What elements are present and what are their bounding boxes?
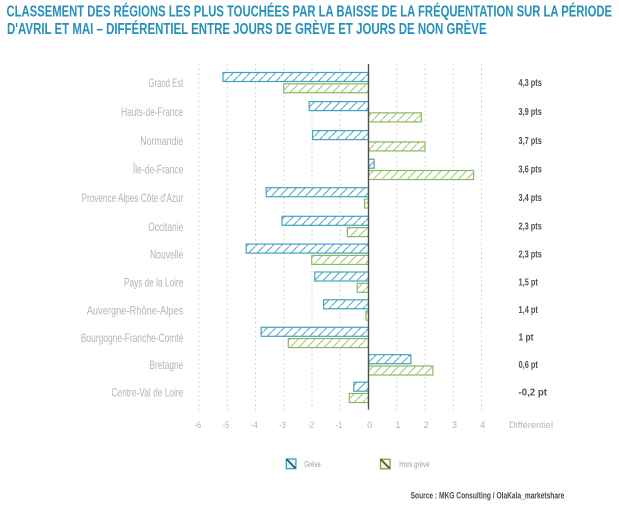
svg-text:Bourgogne-Franche-Comté: Bourgogne-Franche-Comté [81,331,184,345]
svg-text:D'AVRIL ET MAI – DIFFÉRENTIEL: D'AVRIL ET MAI – DIFFÉRENTIEL ENTRE JOUR… [7,21,487,38]
svg-text:1,5 pt: 1,5 pt [519,277,539,288]
svg-text:2,3 pts: 2,3 pts [519,222,543,233]
svg-text:3,6 pts: 3,6 pts [519,165,543,176]
svg-text:-3: -3 [279,420,286,430]
svg-text:0: 0 [367,420,372,430]
svg-text:Provence Alpes Côte d'Azur: Provence Alpes Côte d'Azur [82,191,184,205]
svg-text:Auvergne-Rhône-Alpes: Auvergne-Rhône-Alpes [87,303,184,317]
svg-text:Centre-Val de Loire: Centre-Val de Loire [111,386,183,400]
svg-text:-5: -5 [222,420,229,430]
svg-text:4: 4 [480,420,485,430]
svg-text:3,9 pts: 3,9 pts [519,107,543,118]
svg-text:-1: -1 [335,420,342,430]
svg-text:-0,2 pt: -0,2 pt [519,388,548,399]
svg-text:Île-de-France: Île-de-France [132,162,183,177]
svg-text:Pays de la Loire: Pays de la Loire [124,276,184,290]
svg-text:CLASSEMENT DES RÉGIONS LES PLU: CLASSEMENT DES RÉGIONS LES PLUS TOUCHÉES… [7,4,613,21]
svg-text:-2: -2 [307,420,314,430]
svg-text:1,4 pt: 1,4 pt [519,305,539,316]
svg-text:Hauts-de-France: Hauts-de-France [121,105,183,119]
svg-text:-6: -6 [194,420,201,430]
svg-text:-4: -4 [251,420,258,430]
svg-text:Grand Est: Grand Est [149,76,184,90]
svg-text:Nouvelle: Nouvelle [150,248,184,262]
svg-text:1 pt: 1 pt [519,333,534,344]
svg-text:3: 3 [452,420,457,430]
svg-text:1: 1 [395,420,400,430]
svg-text:3,7 pts: 3,7 pts [519,136,543,147]
svg-text:Grève: Grève [304,460,321,469]
svg-text:2: 2 [424,420,429,430]
svg-text:Source : MKG Consulting / OlaK: Source : MKG Consulting / OlaKala_market… [411,491,565,501]
svg-text:0,6 pt: 0,6 pt [519,360,539,371]
svg-text:Hors grève: Hors grève [399,460,430,469]
svg-text:2,3 pts: 2,3 pts [519,249,543,260]
svg-text:3,4 pts: 3,4 pts [519,193,543,204]
svg-text:4,3 pts: 4,3 pts [519,78,543,89]
svg-text:Différentiel: Différentiel [509,420,553,430]
svg-text:Occitanie: Occitanie [148,220,183,234]
svg-text:Normandie: Normandie [140,134,183,148]
svg-text:Bretagne: Bretagne [149,358,183,372]
